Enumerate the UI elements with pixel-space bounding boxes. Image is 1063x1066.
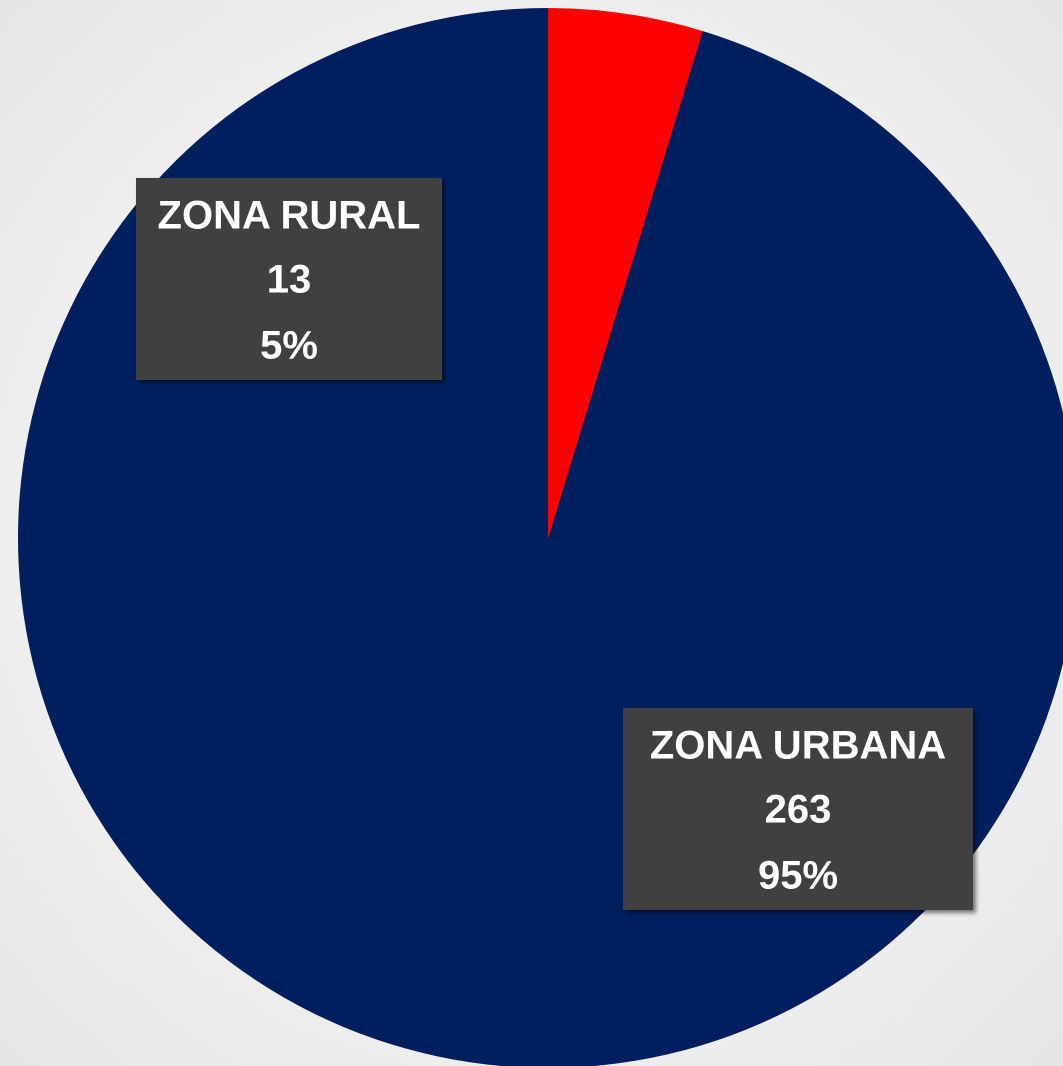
label-percent: 95% [758,854,838,898]
label-box [136,178,442,380]
label-category: ZONA RURAL [158,194,421,238]
pie-slice [548,8,703,538]
label-value: 263 [765,788,832,832]
label-category: ZONA URBANA [650,724,946,768]
label-box [623,708,973,910]
label-percent: 5% [260,324,318,368]
data-label: ZONA URBANA 263 95% [623,708,973,910]
label-value: 13 [267,258,312,302]
data-labels: ZONA RURAL 13 5% ZONA URBANA 263 95% [136,178,973,910]
data-label: ZONA RURAL 13 5% [136,178,442,380]
